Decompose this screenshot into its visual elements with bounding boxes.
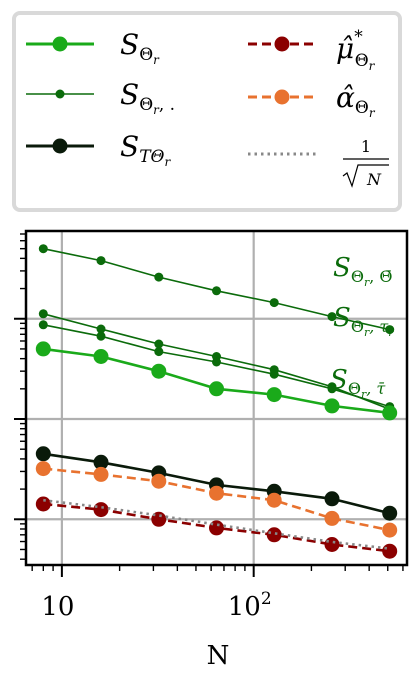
point-s_theta_r-64 [209,381,224,397]
point-tau_r-32 [154,339,164,349]
point-tau_bar-8 [38,320,48,330]
series-tau_bar [38,320,395,412]
grid [14,231,407,565]
annotation-theta-bar: SΘr, Θ̄ [333,253,393,289]
legend-label-mu-hat: μ̂* Θr [336,27,376,73]
point-mu_hat-512 [382,543,398,559]
plot-area: 10 102 [14,229,409,622]
legend-entry-inv-sqrt-n: 1 N [248,137,389,189]
point-theta_bar-16 [96,256,106,266]
point-mu_hat-256 [324,537,340,552]
point-mu_hat-16 [93,502,109,518]
point-tau_r-16 [96,324,106,334]
legend-entry-s-theta-r-dot: SΘr, . [26,78,175,117]
point-s_theta_r-8 [35,341,51,357]
legend-entry-alpha-hat: α̂Θr [248,81,376,120]
point-tau_bar-16 [96,331,106,341]
point-s_t_theta_r-8 [35,446,51,462]
point-theta_bar-128 [269,298,279,308]
series-s_theta_r [35,341,398,421]
point-alpha_hat-8 [35,461,51,477]
point-mu_hat-128 [266,527,282,543]
point-s_theta_r-256 [324,398,340,414]
legend-entry-s-t-theta-r: STΘr [26,130,171,169]
legend-label-inv-sqrt-n-num: 1 [361,137,371,156]
point-theta_bar-32 [154,272,164,282]
series-s_t_theta_r [35,446,398,521]
annotation-tau-r: SΘr, τr [333,303,394,339]
x-ticks: 10 102 [31,565,404,622]
point-theta_bar-64 [212,286,221,296]
point-alpha_hat-32 [151,473,167,489]
legend-label-s-t-theta-r: STΘr [120,130,171,169]
point-tau_bar-32 [154,347,164,357]
point-theta_bar-256 [327,312,337,322]
point-tau_bar-64 [212,357,221,367]
annotation-tau-bar: SΘr, τ̄ [330,365,386,401]
axes-border [24,229,409,567]
series-layer [35,244,398,559]
point-s_t_theta_r-256 [324,491,340,507]
legend-entry-s-theta-r: SΘr [26,28,160,67]
legend-label-alpha-hat: α̂Θr [336,81,376,120]
x-tick-label-1: 10 [41,592,74,622]
point-alpha_hat-16 [93,466,109,482]
point-s_t_theta_r-16 [93,454,109,470]
legend-label-inv-sqrt-n-den: N [366,170,382,189]
point-s_theta_r-16 [93,349,109,364]
point-alpha_hat-64 [209,485,224,501]
series-theta_bar [38,244,395,335]
point-s_theta_r-128 [266,387,282,403]
series-alpha_hat [35,461,398,538]
point-theta_bar-8 [38,244,48,254]
legend-entry-mu-hat: μ̂* Θr [248,27,376,73]
x-axis-label: N [207,641,230,671]
point-tau_r-8 [38,309,48,319]
x-tick-label-2: 102 [228,589,272,622]
legend-label-s-theta-r: SΘr [120,28,160,67]
point-theta_bar-512 [385,325,395,335]
point-alpha_hat-256 [324,510,340,526]
legend-frame [12,11,402,212]
legend-label-s-theta-r-dot: SΘr, . [120,78,175,117]
point-s_theta_r-32 [151,363,167,379]
point-s_t_theta_r-512 [382,505,398,521]
legend: SΘr SΘr, . STΘr μ̂* Θr [12,11,402,212]
point-alpha_hat-128 [266,492,282,508]
point-tau_bar-128 [269,369,279,379]
point-alpha_hat-512 [382,522,398,538]
point-mu_hat-8 [35,496,51,512]
point-tau_bar-256 [327,384,337,394]
point-s_theta_r-512 [382,405,398,421]
